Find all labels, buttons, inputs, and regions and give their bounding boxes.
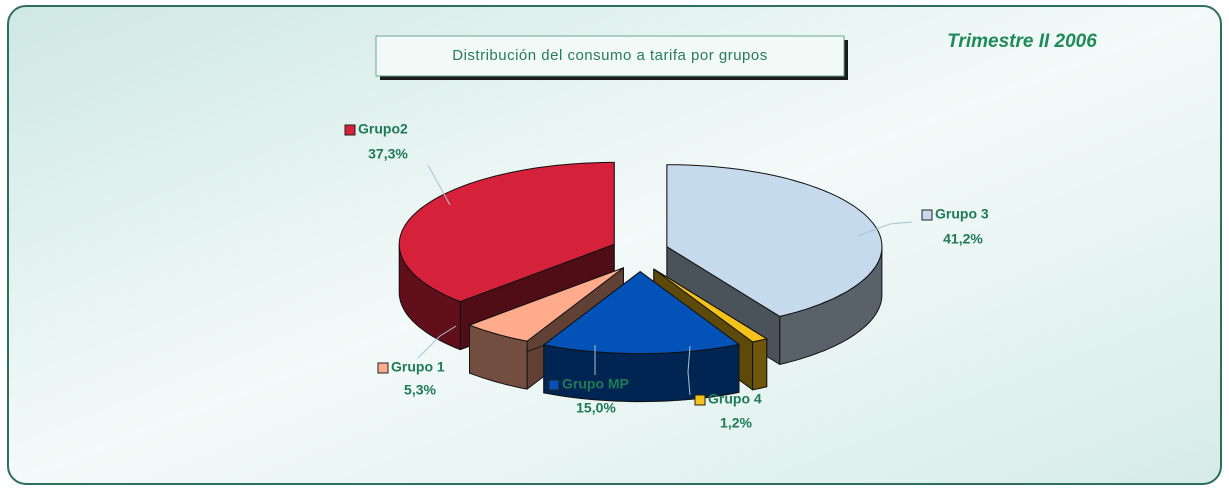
labels: Grupo 3 41,2% Grupo 4 1,2% Grupo MP 15,0% Grup… [344, 121, 989, 431]
legend-swatch [921, 209, 933, 221]
slice-wall [752, 338, 768, 391]
leader-lines [417, 164, 913, 396]
value-label: 5,3% [404, 382, 436, 398]
leader-line [687, 345, 691, 396]
pie [398, 161, 883, 403]
legend-swatch [344, 124, 356, 136]
slice-label: Grupo MP [562, 376, 629, 392]
chart-title: Distribución del consumo a tarifa por gr… [452, 47, 767, 64]
leader-line [417, 325, 457, 359]
slice-label: Grupo 4 [708, 391, 762, 407]
slice [666, 164, 883, 317]
slice-label: Grupo 3 [935, 206, 989, 222]
slice [653, 268, 768, 343]
value-label: 15,0% [576, 400, 616, 416]
value-label: 37,3% [368, 146, 408, 162]
leader-line [857, 221, 913, 237]
legend-swatch [694, 394, 706, 406]
leader-line [427, 164, 451, 206]
slice [469, 267, 624, 342]
slice [543, 271, 740, 355]
legend-swatch [377, 362, 389, 374]
slice-label: Grupo2 [358, 121, 408, 137]
value-label: 41,2% [943, 231, 983, 247]
annotation: Trimestre II 2006 [947, 31, 1097, 52]
legend-swatch [548, 379, 560, 391]
slice [398, 161, 615, 303]
slice-label: Grupo 1 [391, 359, 445, 375]
value-label: 1,2% [720, 415, 752, 431]
title-box [375, 35, 845, 77]
